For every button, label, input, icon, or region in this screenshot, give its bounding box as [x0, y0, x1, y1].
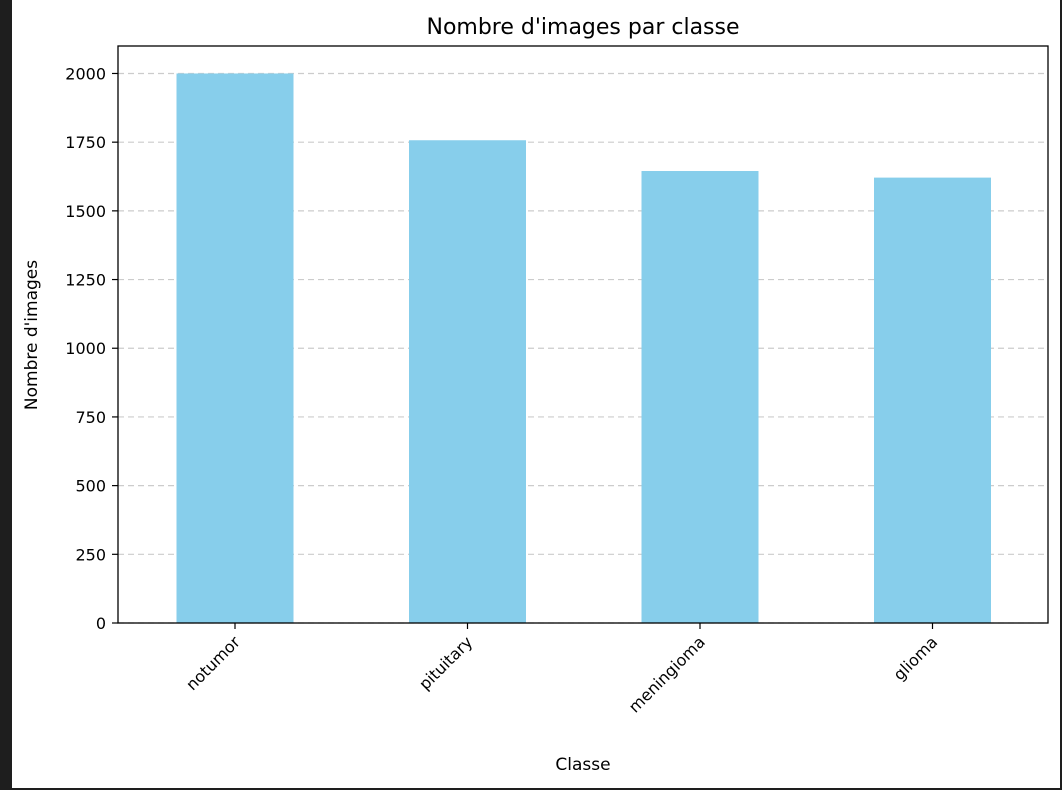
bar-pituitary — [409, 140, 526, 623]
x-tick-label: glioma — [890, 632, 942, 684]
x-tick-label: notumor — [182, 632, 244, 694]
y-tick-label: 0 — [96, 614, 106, 633]
y-tick-label: 250 — [75, 545, 106, 564]
bar-meningioma — [641, 171, 759, 623]
plot-frame — [117, 45, 1049, 624]
bar-glioma — [874, 177, 991, 623]
window-frame-bottom — [0, 788, 1062, 790]
y-tick-label: 750 — [75, 408, 106, 427]
y-tick-label: 2000 — [65, 64, 106, 83]
y-tick-label: 1250 — [65, 271, 106, 290]
y-tick-label: 1500 — [65, 202, 106, 221]
bars — [176, 73, 991, 623]
x-axis-label: Classe — [555, 755, 610, 775]
y-tick-label: 1000 — [65, 339, 106, 358]
y-tick-label: 500 — [75, 477, 106, 496]
axes — [117, 45, 1049, 624]
window-frame-right — [1060, 0, 1062, 790]
x-tick-label: pituitary — [415, 632, 476, 693]
y-tick-label: 1750 — [65, 133, 106, 152]
bar-notumor — [176, 73, 294, 623]
x-tick-label: meningioma — [625, 632, 709, 716]
window-frame-left — [0, 0, 12, 790]
chart-title: Nombre d'images par classe — [426, 15, 739, 40]
y-axis-label: Nombre d'images — [22, 260, 42, 410]
